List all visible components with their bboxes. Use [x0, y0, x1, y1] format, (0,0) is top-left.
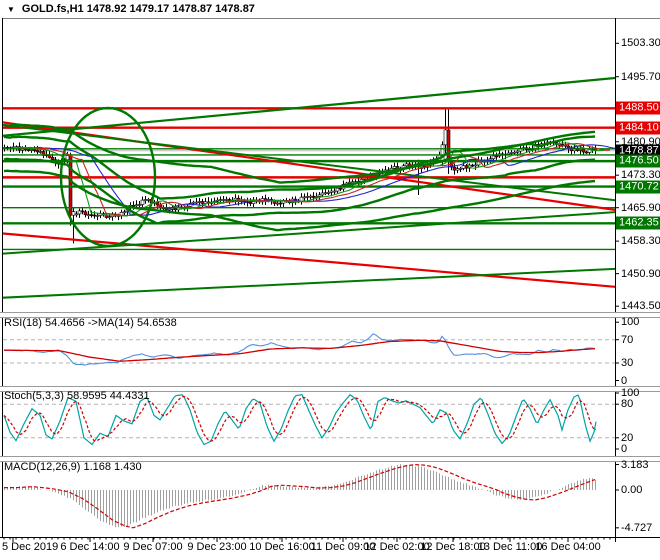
- time-label: 9 Dec 07:00: [123, 541, 183, 553]
- rsi-tick-label: 70: [621, 333, 634, 346]
- price-level-badge: 1476.50: [616, 154, 660, 168]
- stoch-tick-label: 0: [621, 443, 628, 455]
- time-label: 12 Dec 18:00: [420, 541, 486, 553]
- stoch-tick-label: 20: [621, 431, 634, 444]
- price-tick-label: 1443.50: [621, 300, 660, 313]
- time-label: 9 Dec 23:00: [187, 541, 247, 553]
- time-label: 10 Dec 16:00: [249, 541, 315, 553]
- rsi-panel-label: RSI(18) 54.4656 ->MA(14) 54.6538: [4, 317, 177, 329]
- macd-panel-label: MACD(12,26,9) 1.168 1.430: [4, 461, 142, 473]
- price-level-badge: 1470.72: [616, 180, 660, 194]
- chart-title: GOLD.fs,H1 1478.92 1479.17 1478.87 1478.…: [21, 3, 255, 15]
- stoch-tick-label: 80: [621, 398, 634, 411]
- price-tick-label: 1473.30: [621, 169, 660, 182]
- price-tick-label: 1503.30: [621, 37, 660, 50]
- macd-tick-label: 0.00: [621, 484, 643, 496]
- time-label: 5 Dec 2019: [2, 541, 59, 553]
- symbol-dropdown-icon[interactable]: ▼: [7, 4, 15, 14]
- price-tick-label: 1458.30: [621, 235, 660, 248]
- time-label: 13 Dec 11:00: [477, 541, 543, 553]
- price-tick-label: 1495.70: [621, 70, 660, 83]
- chart-header: ▼ GOLD.fs,H1 1478.92 1479.17 1478.87 147…: [0, 0, 660, 18]
- rsi-tick-label: 30: [621, 357, 634, 369]
- macd-tick-label: -4.727: [621, 521, 653, 534]
- time-label: 11 Dec 09:00: [310, 541, 376, 553]
- stoch-tick-label: 100: [621, 387, 640, 399]
- rsi-tick-label: 100: [621, 316, 640, 329]
- panel-splitter[interactable]: [0, 386, 660, 392]
- time-label: 16 Dec 04:00: [535, 541, 601, 553]
- panel-splitter[interactable]: [0, 312, 660, 318]
- price-level-badge: 1462.35: [616, 216, 660, 230]
- price-tick-label: 1450.90: [621, 267, 660, 280]
- time-label: 6 Dec 14:00: [60, 541, 120, 553]
- price-level-badge: 1488.50: [616, 101, 660, 115]
- macd-tick-label: 3.183: [621, 458, 649, 471]
- stoch-panel-label: Stoch(5,3,3) 58.9595 44.4331: [4, 390, 150, 402]
- price-level-badge: 1484.10: [616, 121, 660, 135]
- time-label: 12 Dec 02:00: [364, 541, 430, 553]
- current-price-badge: 1478.87: [616, 144, 660, 158]
- price-tick-label: 1465.90: [621, 201, 660, 214]
- panel-splitter[interactable]: [0, 456, 660, 462]
- rsi-tick-label: 0: [621, 374, 628, 387]
